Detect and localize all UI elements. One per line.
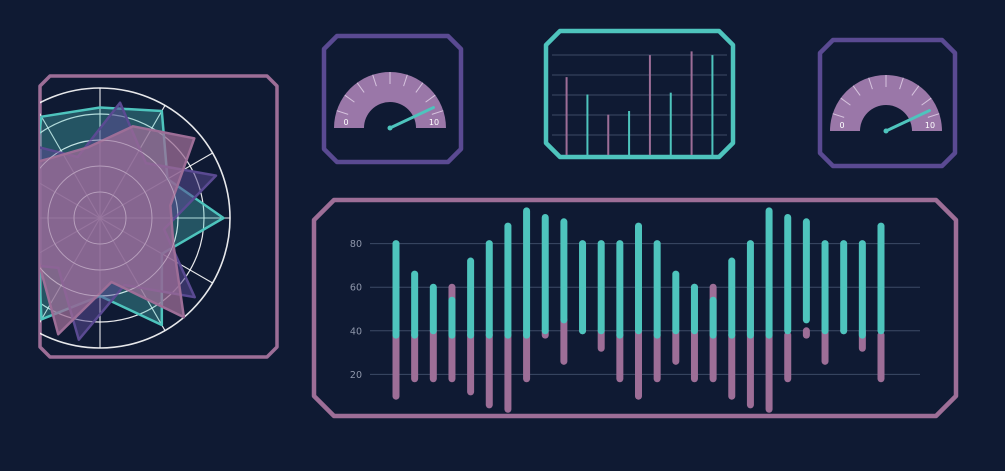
gauge-right-tick [840, 97, 851, 106]
gauge-left-tick [344, 94, 355, 103]
radar-ring-overlay [47, 165, 153, 271]
gauge-left-tick [356, 82, 365, 93]
y-tick-label: 60 [350, 283, 362, 294]
gauge-left-tick [431, 110, 444, 115]
gauge-left: 0 10 [334, 72, 446, 131]
gauge-left-tick [372, 74, 377, 87]
gauge-right: 0 10 [830, 75, 942, 134]
small-bar-chart [552, 51, 727, 155]
radar-body [40, 87, 231, 349]
radar-ring-overlay [40, 139, 179, 297]
gauge-right-tick [927, 113, 940, 118]
gauge-left-panel-frame [321, 33, 464, 165]
y-tick-label: 40 [350, 326, 362, 337]
gauge-right-min-label: 0 [839, 121, 844, 130]
radar-ring-overlay [73, 191, 127, 245]
small-bar-panel-frame [543, 28, 736, 160]
gauge-left-tick [403, 74, 408, 87]
gauge-left-needle [388, 106, 435, 130]
gauge-right-max-label: 10 [925, 121, 935, 130]
gauge-right-tick [868, 77, 873, 90]
gauge-left-tick [336, 110, 349, 115]
gauge-left-hub [387, 125, 393, 131]
range-bar-panel-frame [311, 197, 959, 419]
gauge-right-tick [852, 85, 861, 96]
gauge-left-tick [415, 82, 424, 93]
range-bar-chart: 20 40 60 80 [350, 207, 920, 413]
gauge-right-panel-frame [817, 37, 958, 169]
gauge-left-max-label: 10 [429, 118, 439, 127]
radar-chart [40, 87, 231, 349]
y-tick-label: 80 [350, 239, 362, 250]
radar-series-3 [40, 125, 196, 336]
y-tick-label: 20 [350, 370, 362, 381]
gauge-right-tick [899, 77, 904, 90]
gauge-left-tick [425, 94, 436, 103]
gauge-right-tick [832, 113, 845, 118]
gauge-right-tick [911, 85, 920, 96]
gauge-left-min-label: 0 [343, 118, 348, 127]
gauge-right-needle [884, 109, 931, 133]
gauge-right-tick [921, 97, 932, 106]
gauge-right-hub [883, 128, 889, 134]
